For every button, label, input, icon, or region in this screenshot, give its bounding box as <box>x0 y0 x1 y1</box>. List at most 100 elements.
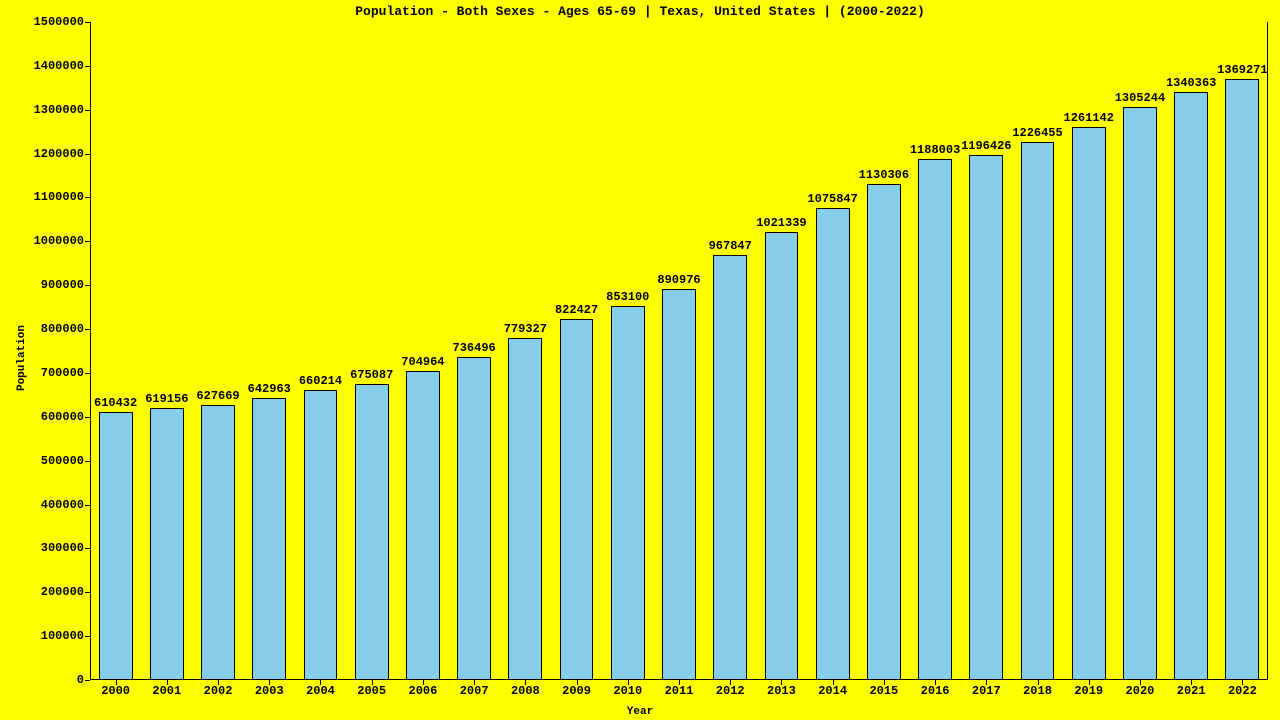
bar <box>201 405 235 680</box>
y-tick-label: 500000 <box>41 454 84 468</box>
y-axis-line-right <box>1267 22 1268 680</box>
y-tick-mark <box>85 329 90 330</box>
bar <box>1225 79 1259 680</box>
y-tick-label: 100000 <box>41 629 84 643</box>
y-axis-label: Population <box>16 308 28 408</box>
bar-value-label: 704964 <box>383 355 463 369</box>
chart-container: Population - Both Sexes - Ages 65-69 | T… <box>0 0 1280 720</box>
bar <box>662 289 696 680</box>
bar <box>765 232 799 680</box>
y-tick-mark <box>85 680 90 681</box>
y-tick-label: 0 <box>77 673 84 687</box>
bar-value-label: 1075847 <box>793 192 873 206</box>
x-tick-label: 2017 <box>972 684 1001 698</box>
y-tick-mark <box>85 241 90 242</box>
bar <box>1174 92 1208 680</box>
bar <box>969 155 1003 680</box>
y-tick-label: 700000 <box>41 366 84 380</box>
x-tick-label: 2006 <box>409 684 438 698</box>
y-tick-label: 1400000 <box>34 59 84 73</box>
x-tick-label: 2021 <box>1177 684 1206 698</box>
y-tick-label: 600000 <box>41 410 84 424</box>
bar <box>713 255 747 680</box>
y-tick-mark <box>85 505 90 506</box>
bar-value-label: 822427 <box>537 303 617 317</box>
x-tick-label: 2022 <box>1228 684 1257 698</box>
bar-value-label: 1305244 <box>1100 91 1180 105</box>
x-tick-label: 2010 <box>613 684 642 698</box>
bar <box>611 306 645 680</box>
y-tick-mark <box>85 154 90 155</box>
y-tick-label: 800000 <box>41 322 84 336</box>
y-tick-mark <box>85 636 90 637</box>
x-tick-label: 2000 <box>101 684 130 698</box>
bar-value-label: 967847 <box>690 239 770 253</box>
x-tick-label: 2014 <box>818 684 847 698</box>
bar-value-label: 1196426 <box>946 139 1026 153</box>
x-tick-label: 2019 <box>1074 684 1103 698</box>
y-tick-label: 400000 <box>41 498 84 512</box>
plot-area: 0100000200000300000400000500000600000700… <box>90 22 1268 680</box>
bar <box>867 184 901 680</box>
bar <box>457 357 491 680</box>
x-tick-label: 2009 <box>562 684 591 698</box>
y-tick-mark <box>85 417 90 418</box>
bar <box>252 398 286 680</box>
bar <box>99 412 133 680</box>
bar-value-label: 1369271 <box>1202 63 1280 77</box>
bar <box>150 408 184 680</box>
y-tick-mark <box>85 373 90 374</box>
x-axis-label: Year <box>0 706 1280 718</box>
bar <box>1072 127 1106 680</box>
y-tick-label: 1100000 <box>34 190 84 204</box>
bar <box>816 208 850 680</box>
x-tick-label: 2011 <box>665 684 694 698</box>
x-tick-label: 2007 <box>460 684 489 698</box>
bar-value-label: 1130306 <box>844 168 924 182</box>
x-tick-label: 2001 <box>152 684 181 698</box>
bar <box>1123 107 1157 680</box>
x-tick-label: 2013 <box>767 684 796 698</box>
y-tick-label: 1300000 <box>34 103 84 117</box>
bar-value-label: 1226455 <box>998 126 1078 140</box>
bar-value-label: 1340363 <box>1151 76 1231 90</box>
x-tick-label: 2008 <box>511 684 540 698</box>
bar-value-label: 890976 <box>639 273 719 287</box>
bar-value-label: 736496 <box>434 341 514 355</box>
chart-title: Population - Both Sexes - Ages 65-69 | T… <box>0 4 1280 19</box>
y-tick-mark <box>85 197 90 198</box>
bar-value-label: 1261142 <box>1049 111 1129 125</box>
bar <box>304 390 338 680</box>
y-tick-label: 300000 <box>41 541 84 555</box>
bar <box>355 384 389 680</box>
bar-value-label: 1021339 <box>741 216 821 230</box>
x-tick-label: 2020 <box>1126 684 1155 698</box>
y-axis-line <box>90 22 91 680</box>
bar <box>1021 142 1055 680</box>
bar <box>406 371 440 680</box>
x-tick-label: 2003 <box>255 684 284 698</box>
bar-value-label: 675087 <box>332 368 412 382</box>
bar <box>918 159 952 680</box>
y-tick-mark <box>85 592 90 593</box>
y-tick-label: 200000 <box>41 585 84 599</box>
y-tick-mark <box>85 285 90 286</box>
y-tick-mark <box>85 66 90 67</box>
bar <box>560 319 594 680</box>
y-tick-label: 1200000 <box>34 147 84 161</box>
y-tick-mark <box>85 22 90 23</box>
bar <box>508 338 542 680</box>
y-tick-mark <box>85 548 90 549</box>
bar-value-label: 779327 <box>485 322 565 336</box>
bar-value-label: 853100 <box>588 290 668 304</box>
y-tick-label: 1500000 <box>34 15 84 29</box>
x-tick-label: 2004 <box>306 684 335 698</box>
x-tick-label: 2012 <box>716 684 745 698</box>
x-tick-label: 2002 <box>204 684 233 698</box>
y-tick-label: 1000000 <box>34 234 84 248</box>
y-tick-mark <box>85 461 90 462</box>
x-tick-label: 2018 <box>1023 684 1052 698</box>
x-tick-label: 2016 <box>921 684 950 698</box>
x-tick-label: 2005 <box>357 684 386 698</box>
x-tick-label: 2015 <box>869 684 898 698</box>
